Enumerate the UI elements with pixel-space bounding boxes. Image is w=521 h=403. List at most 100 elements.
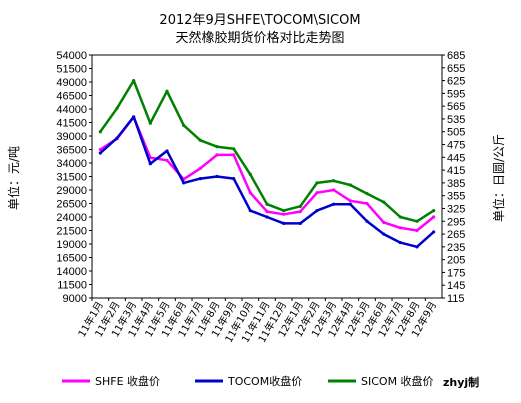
y-left-tick-label: 36500 <box>56 145 87 157</box>
y-right-tick-label: 535 <box>447 114 465 126</box>
y-left-tick-label: 14000 <box>56 266 87 278</box>
watermark: zhyj制 <box>443 375 479 389</box>
chart-title: 2012年9月SHFE\TOCOM\SICOM <box>159 13 360 28</box>
y-left-tick-label: 31500 <box>56 172 87 184</box>
y-right-tick-label: 505 <box>447 127 465 139</box>
y-axis-right-label-group: 单位：日圆/公斤 <box>491 134 506 222</box>
data-point <box>365 201 369 206</box>
data-point <box>115 106 119 110</box>
data-point <box>265 210 269 214</box>
data-point <box>398 226 402 230</box>
y-right-tick-label: 685 <box>447 50 465 62</box>
data-point <box>198 138 202 142</box>
y-right-tick-label: 175 <box>447 267 465 279</box>
y-left-tick-label: 41500 <box>56 118 87 130</box>
y-left-tick-label: 51500 <box>56 64 87 76</box>
data-point <box>215 174 219 179</box>
plot-frame <box>91 54 443 299</box>
data-point <box>282 212 286 216</box>
y-left-tick-label: 49000 <box>56 77 87 89</box>
y-right-tick-label: 325 <box>447 203 465 215</box>
data-point <box>382 232 386 236</box>
data-point <box>398 240 402 245</box>
data-point <box>232 177 236 181</box>
y-axis-right-label: 单位：日圆/公斤 <box>491 134 506 222</box>
data-point <box>415 228 419 233</box>
y-left-tick-label: 9000 <box>63 293 87 305</box>
data-point <box>365 191 369 196</box>
legend-label: SICOM 收盘价 <box>361 374 434 388</box>
y-right-tick-label: 355 <box>447 191 465 203</box>
data-point <box>415 219 419 223</box>
data-point <box>215 145 219 149</box>
data-point <box>215 153 219 157</box>
data-point <box>348 202 352 206</box>
data-point <box>298 221 302 225</box>
data-point <box>315 191 319 195</box>
data-point <box>298 204 302 208</box>
chart-subtitle: 天然橡胶期货价格对比走势图 <box>175 30 344 46</box>
data-point <box>398 215 402 219</box>
y-right-tick-label: 265 <box>447 229 465 241</box>
data-point <box>332 202 336 206</box>
data-point <box>265 215 269 219</box>
y-right-tick-label: 385 <box>447 178 465 190</box>
data-point <box>148 162 152 166</box>
data-point <box>282 221 286 225</box>
data-point <box>232 147 236 151</box>
y-right-tick-label: 415 <box>447 165 465 177</box>
data-point <box>298 210 302 214</box>
y-right-tick-label: 595 <box>447 88 465 100</box>
y-left-tick-label: 16500 <box>56 253 87 265</box>
y-left-tick-label: 26500 <box>56 199 87 211</box>
data-point <box>332 179 336 183</box>
data-point <box>432 209 436 213</box>
y-right-tick-label: 205 <box>447 255 465 267</box>
y-left-tick-label: 19000 <box>56 239 87 251</box>
y-axis-left-label-group: 单位：元/吨 <box>6 146 21 210</box>
y-right-tick-label: 235 <box>447 242 465 254</box>
y-right-tick-label: 475 <box>447 140 465 152</box>
y-left-tick-label: 44000 <box>56 104 87 116</box>
data-point <box>165 149 169 153</box>
data-point <box>165 158 169 162</box>
y-left-tick-label: 54000 <box>56 50 87 62</box>
legend-label: SHFE 收盘价 <box>95 374 160 388</box>
series-line <box>99 115 435 232</box>
series-line <box>99 79 435 223</box>
data-point <box>265 202 269 206</box>
data-point <box>248 191 252 195</box>
data-point <box>98 147 102 152</box>
data-point <box>98 151 102 155</box>
data-point <box>115 136 119 140</box>
y-right-tick-label: 115 <box>447 293 465 305</box>
y-axis-left-label: 单位：元/吨 <box>6 146 21 210</box>
data-point <box>315 181 319 185</box>
data-point <box>182 181 186 185</box>
y-right-tick-label: 445 <box>447 152 465 164</box>
data-point <box>348 183 352 187</box>
data-point <box>132 115 136 119</box>
data-point <box>332 188 336 192</box>
y-left-tick-label: 29000 <box>56 185 87 197</box>
data-point <box>348 199 352 203</box>
data-point <box>382 220 386 224</box>
data-point <box>432 215 436 219</box>
y-right-tick-label: 655 <box>447 63 465 75</box>
data-point <box>198 166 202 170</box>
y-left-tick-label: 21500 <box>56 226 87 238</box>
data-point <box>248 172 252 176</box>
data-point <box>98 130 102 134</box>
data-point <box>365 219 369 223</box>
data-point <box>282 209 286 213</box>
data-point <box>165 89 169 93</box>
y-left-tick-label: 46500 <box>56 91 87 103</box>
series-line <box>99 115 435 249</box>
y-right-tick-label: 145 <box>447 280 465 292</box>
data-point <box>232 153 236 157</box>
data-point <box>248 209 252 213</box>
y-right-tick-label: 295 <box>447 216 465 228</box>
data-point <box>315 209 319 213</box>
